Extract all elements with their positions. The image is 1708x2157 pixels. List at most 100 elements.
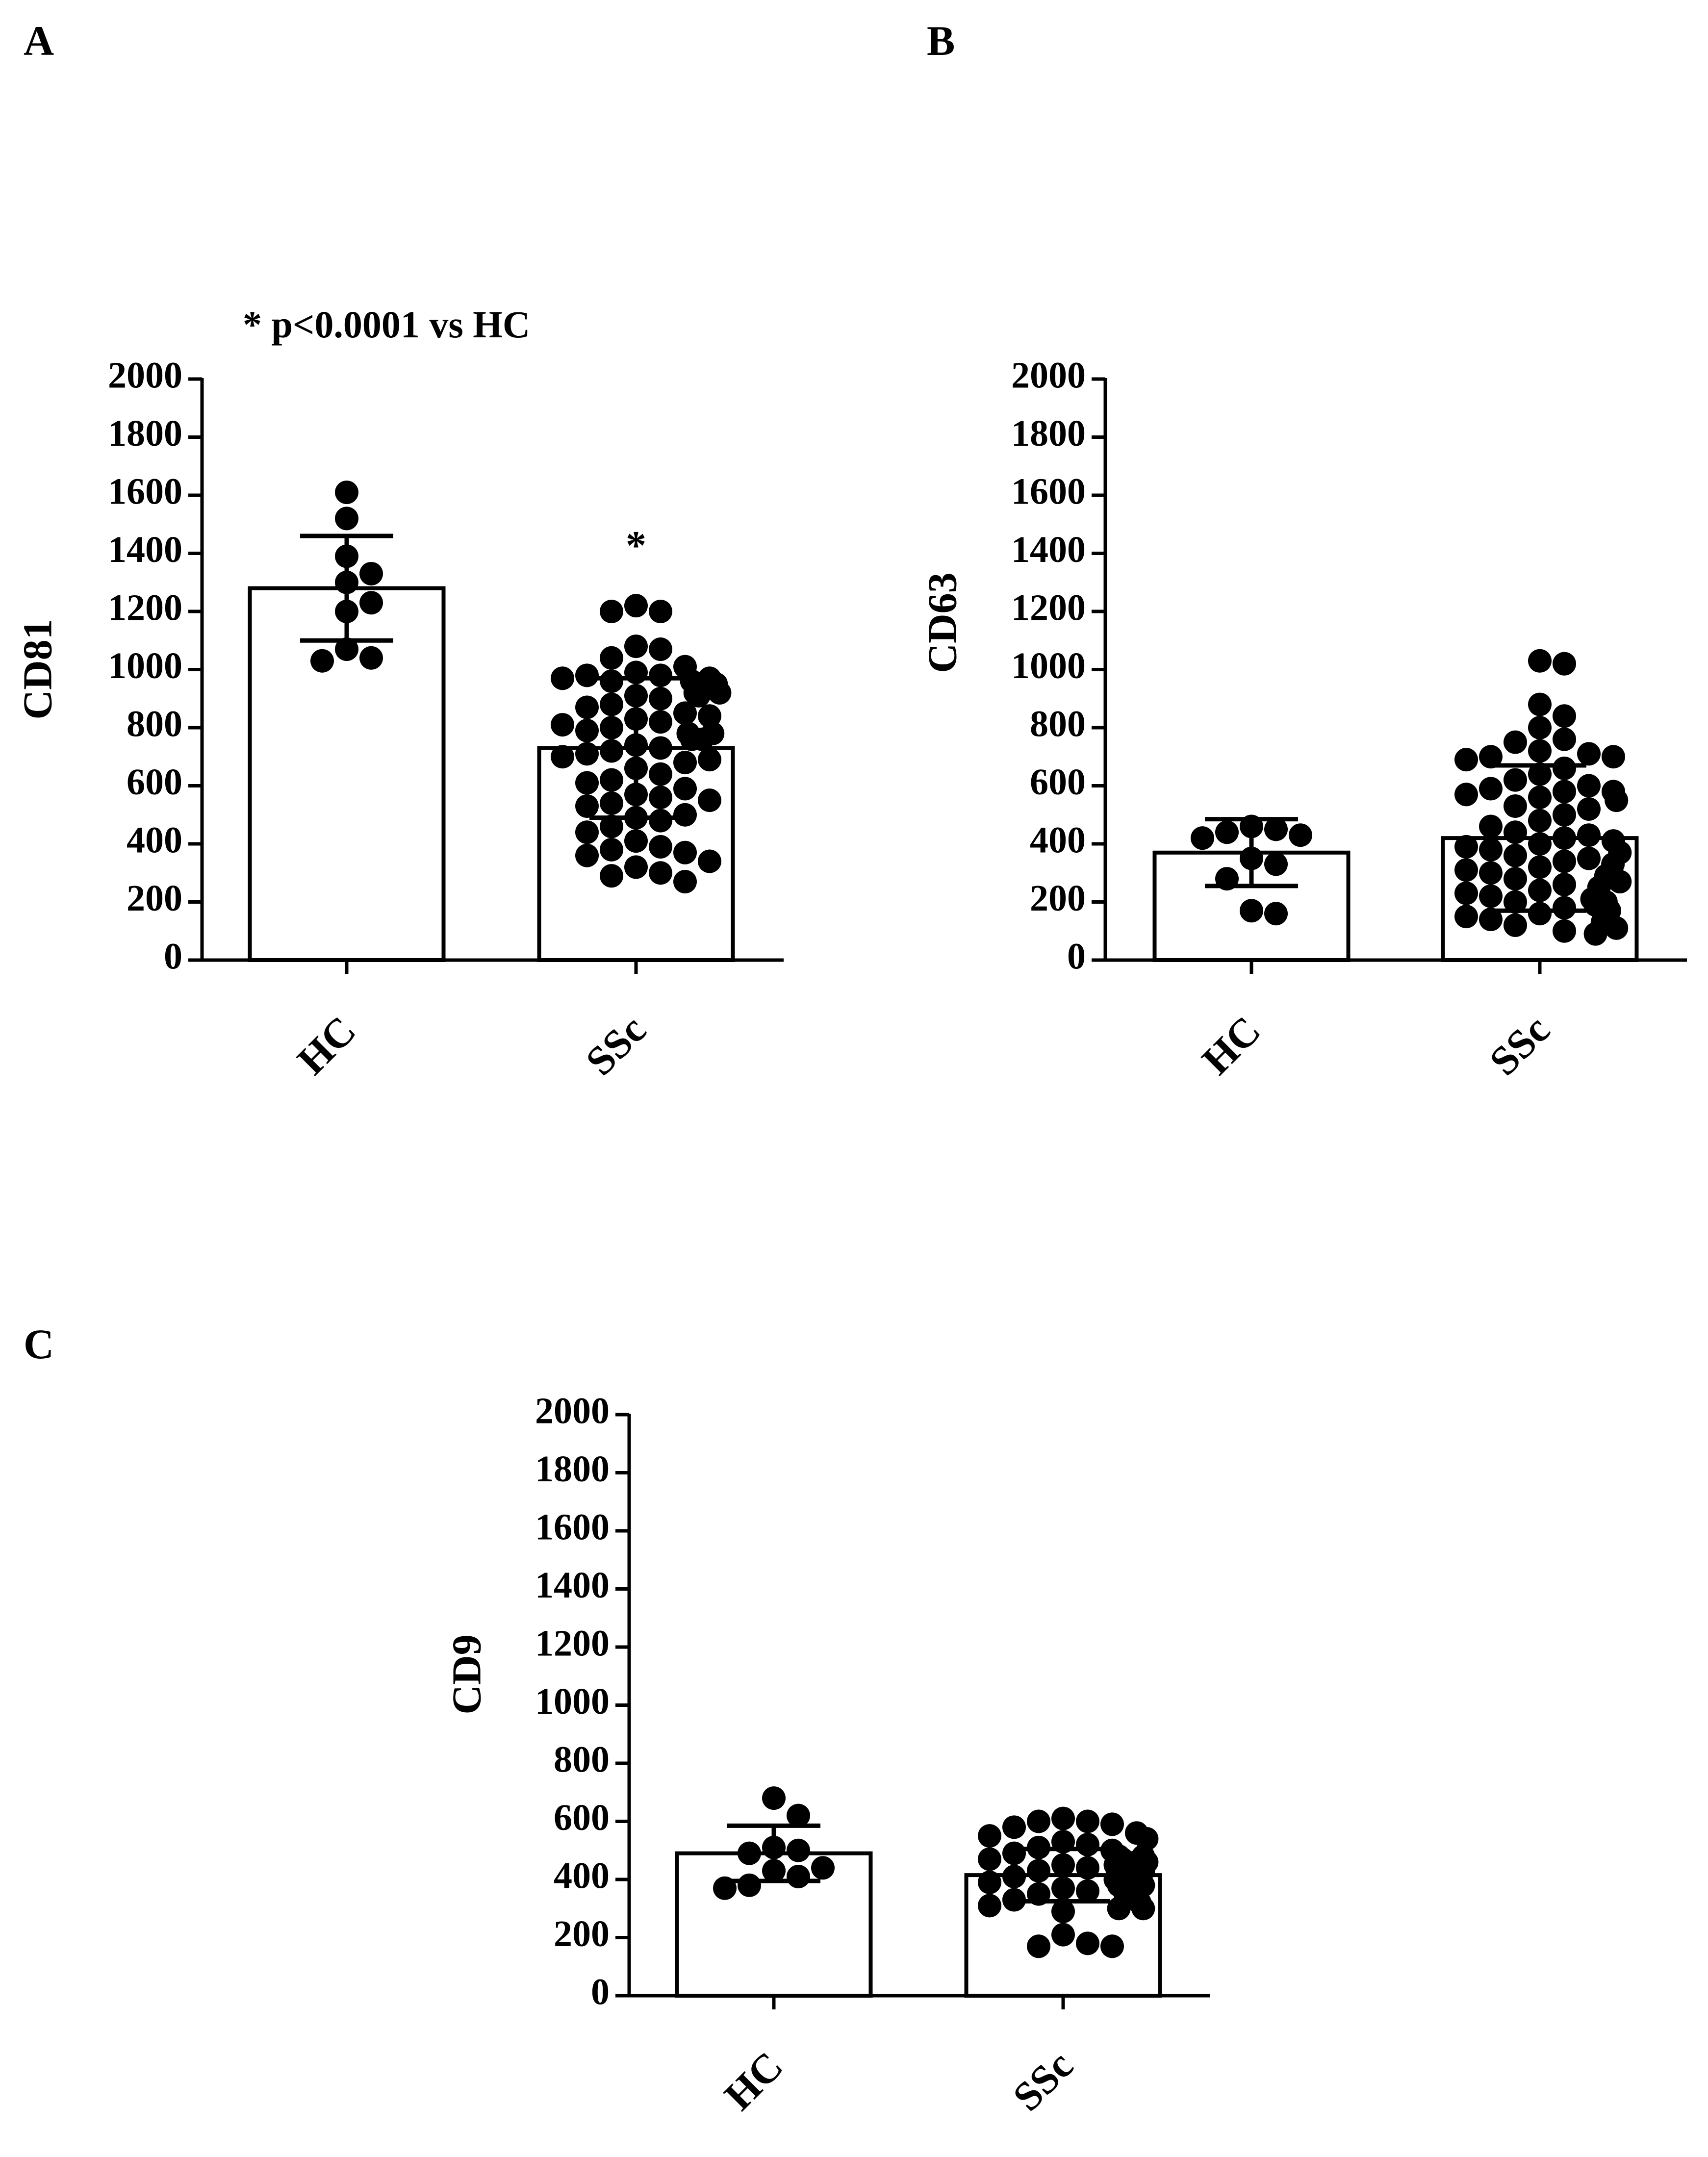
y-tick-label-c: 1200 [535, 1623, 610, 1664]
data-point-ssc-b [1479, 837, 1503, 862]
data-point-ssc-a [624, 594, 648, 618]
data-point-ssc-b [1553, 704, 1576, 728]
data-point-ssc-b [1553, 919, 1576, 943]
data-point-ssc-c [1100, 1812, 1124, 1836]
data-point-ssc-b [1504, 913, 1527, 937]
data-point-ssc-a [649, 637, 672, 661]
data-point-ssc-a [624, 855, 648, 879]
y-tick-label-c: 0 [591, 1971, 610, 2012]
data-point-ssc-b [1553, 652, 1576, 676]
data-point-ssc-a [649, 809, 672, 833]
data-point-ssc-a [600, 791, 623, 815]
data-point-ssc-a [698, 849, 721, 873]
data-point-ssc-c [1135, 1827, 1159, 1851]
data-point-ssc-a [649, 600, 672, 623]
y-tick-label-c: 1800 [535, 1448, 610, 1490]
data-point-ssc-b [1504, 794, 1527, 818]
data-point-ssc-c [978, 1847, 1001, 1871]
data-point-hc-b [1240, 899, 1263, 923]
y-tick-label-a: 1600 [108, 471, 182, 512]
data-point-hc-a [335, 481, 358, 505]
y-tick-label-b: 1800 [1011, 413, 1086, 454]
data-point-ssc-a [600, 692, 623, 716]
significance-star: * [626, 523, 646, 568]
data-point-ssc-b [1504, 820, 1527, 844]
data-point-ssc-c [1131, 1873, 1155, 1897]
data-point-ssc-a [600, 646, 623, 670]
data-point-ssc-c [1002, 1865, 1026, 1889]
data-point-ssc-a [687, 684, 711, 708]
data-point-ssc-c [1076, 1879, 1099, 1903]
panel-letter-c: C [24, 1320, 54, 1368]
data-point-ssc-b [1504, 730, 1527, 754]
data-point-ssc-c [1107, 1897, 1131, 1921]
data-point-ssc-a [624, 634, 648, 659]
data-point-ssc-a [698, 704, 721, 728]
y-axis-label-b: CD63 [919, 572, 965, 673]
data-point-ssc-b [1528, 739, 1552, 763]
chart-cd63: CD63 0 200 400 600 800 1000 1200 1400 1600 1800 200… [919, 355, 1687, 1084]
data-point-hc-c [811, 1856, 835, 1880]
data-point-ssc-b [1577, 823, 1601, 847]
data-point-ssc-a [600, 716, 623, 739]
data-point-ssc-a [673, 701, 697, 725]
data-point-hc-a [359, 591, 383, 615]
data-point-ssc-a [551, 666, 574, 690]
data-point-ssc-b [1454, 858, 1478, 882]
data-point-ssc-b [1553, 849, 1576, 873]
data-point-ssc-b [1504, 843, 1527, 867]
data-point-ssc-c [1051, 1923, 1075, 1947]
data-point-ssc-b [1553, 872, 1576, 896]
data-point-ssc-c [1002, 1841, 1026, 1865]
data-point-ssc-b [1583, 922, 1607, 946]
data-point-ssc-a [698, 788, 721, 812]
y-tick-label-a: 200 [127, 878, 182, 919]
data-point-hc-c [787, 1803, 810, 1827]
y-tick-label-a: 1200 [108, 587, 182, 628]
data-point-ssc-c [978, 1894, 1001, 1918]
y-tick-label-a: 1000 [108, 645, 182, 686]
data-point-hc-c [787, 1865, 810, 1889]
y-tick-label-b: 600 [1030, 761, 1086, 803]
data-point-ssc-b [1504, 867, 1527, 891]
y-tick-label-b: 1000 [1011, 645, 1086, 686]
data-point-ssc-b [1553, 780, 1576, 804]
chart-cd9: CD9 0 200 400 600 800 1000 1200 1400 1600 1800 2000… [444, 1390, 1210, 2120]
x-tick-label-ssc-a: SSc [577, 1007, 655, 1084]
data-point-ssc-a [575, 794, 599, 818]
data-point-ssc-a [680, 727, 704, 751]
data-point-hc-a [310, 649, 334, 673]
y-tick-label-c: 600 [554, 1797, 610, 1838]
data-point-hc-b [1215, 820, 1239, 844]
data-point-ssc-b [1528, 716, 1552, 739]
data-point-ssc-b [1479, 814, 1503, 838]
y-tick-label-b: 1600 [1011, 471, 1086, 512]
data-point-ssc-a [551, 713, 574, 737]
data-point-hc-b [1264, 817, 1288, 841]
data-point-ssc-a [673, 803, 697, 827]
data-point-hc-a [335, 507, 358, 531]
data-point-ssc-c [1051, 1806, 1075, 1830]
data-point-ssc-b [1605, 788, 1629, 812]
data-point-ssc-b [1577, 774, 1601, 798]
panel-letter-b: B [927, 17, 955, 64]
data-point-ssc-b [1454, 748, 1478, 772]
y-tick-label-b: 1200 [1011, 587, 1086, 628]
data-point-ssc-b [1479, 777, 1503, 801]
panel-letter-a: A [24, 17, 54, 64]
data-point-ssc-b [1553, 727, 1576, 751]
data-point-ssc-c [1076, 1856, 1099, 1880]
data-point-ssc-b [1504, 890, 1527, 914]
data-point-ssc-a [600, 837, 623, 862]
data-point-ssc-c [1076, 1832, 1099, 1856]
data-point-ssc-a [649, 686, 672, 711]
data-point-ssc-b [1553, 826, 1576, 850]
data-point-ssc-a [649, 786, 672, 810]
data-point-hc-c [762, 1786, 786, 1810]
x-tick-label-hc-a: HC [289, 1008, 365, 1084]
data-point-ssc-b [1528, 902, 1552, 926]
data-point-ssc-a [673, 840, 697, 864]
data-point-ssc-b [1454, 905, 1478, 929]
significance-note: * p<0.0001 vs HC [243, 303, 530, 346]
data-point-ssc-b [1479, 861, 1503, 885]
